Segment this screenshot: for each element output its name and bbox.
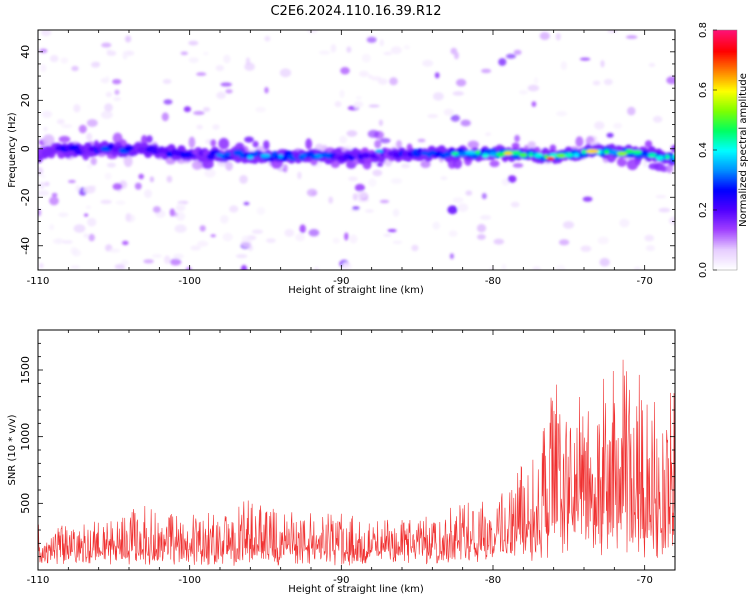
snr-frame [37, 329, 676, 571]
x-tick-label: -90 [333, 276, 349, 287]
y-tick-label: 1500 [19, 356, 32, 384]
colorbar-tick-labels: 0.0 0.2 0.4 0.6 0.8 [698, 22, 717, 278]
snr-series-line [38, 359, 675, 566]
y-tick-label: 1000 [19, 423, 32, 451]
spectrogram-heatmap [38, 30, 675, 270]
y-tick-label: 0 [19, 145, 32, 152]
colorbar-tick-label: 0.8 [698, 22, 709, 38]
y-tick-label: 40 [19, 45, 32, 59]
spectrogram-panel: -110 -100 -90 -80 -70 -40 -20 0 20 40 Height of … [7, 29, 676, 296]
x-tick-label: -70 [636, 575, 652, 586]
spectrogram-y-tick-labels: -40 -20 0 20 40 [19, 45, 32, 255]
figure-title: C2E6.2024.110.16.39.R12 [270, 4, 441, 19]
spectrogram-frame [37, 29, 676, 271]
spectrogram-x-tick-labels: -110 -100 -90 -80 -70 [27, 276, 653, 287]
x-tick-label: -70 [636, 276, 652, 287]
x-tick-label: -80 [485, 575, 501, 586]
colorbar-gradient [713, 30, 737, 271]
y-tick-label: 500 [19, 493, 32, 514]
snr-y-axis-label: SNR (10 * v/v) [7, 414, 18, 485]
colorbar-label: Normalized spectral amplitude [738, 73, 749, 227]
colorbar: 0.0 0.2 0.4 0.6 0.8 Normalized spectral ampl… [698, 22, 749, 278]
snr-panel: -110 -100 -90 -80 -70 500 1000 1500 Height of … [7, 329, 676, 595]
x-tick-label: -90 [333, 575, 349, 586]
x-tick-label: -110 [27, 575, 50, 586]
snr-x-axis-label: Height of straight line (km) [288, 584, 424, 595]
x-tick-label: -110 [27, 276, 50, 287]
spectrogram-y-axis-label: Frequency (Hz) [7, 112, 18, 188]
colorbar-tick-label: 0.6 [698, 82, 709, 98]
y-tick-label: -40 [19, 237, 32, 255]
colorbar-tick-label: 0.4 [698, 142, 709, 158]
x-tick-label: -100 [178, 575, 201, 586]
colorbar-tick-label: 0.2 [698, 202, 709, 218]
spectrogram-x-axis-label: Height of straight line (km) [288, 285, 424, 296]
y-tick-label: -20 [19, 188, 32, 206]
snr-y-tick-labels: 500 1000 1500 [19, 356, 32, 514]
x-tick-label: -100 [178, 276, 201, 287]
x-tick-label: -80 [485, 276, 501, 287]
colorbar-tick-label: 0.0 [698, 262, 709, 278]
snr-x-tick-labels: -110 -100 -90 -80 -70 [27, 575, 653, 586]
y-tick-label: 20 [19, 93, 32, 107]
